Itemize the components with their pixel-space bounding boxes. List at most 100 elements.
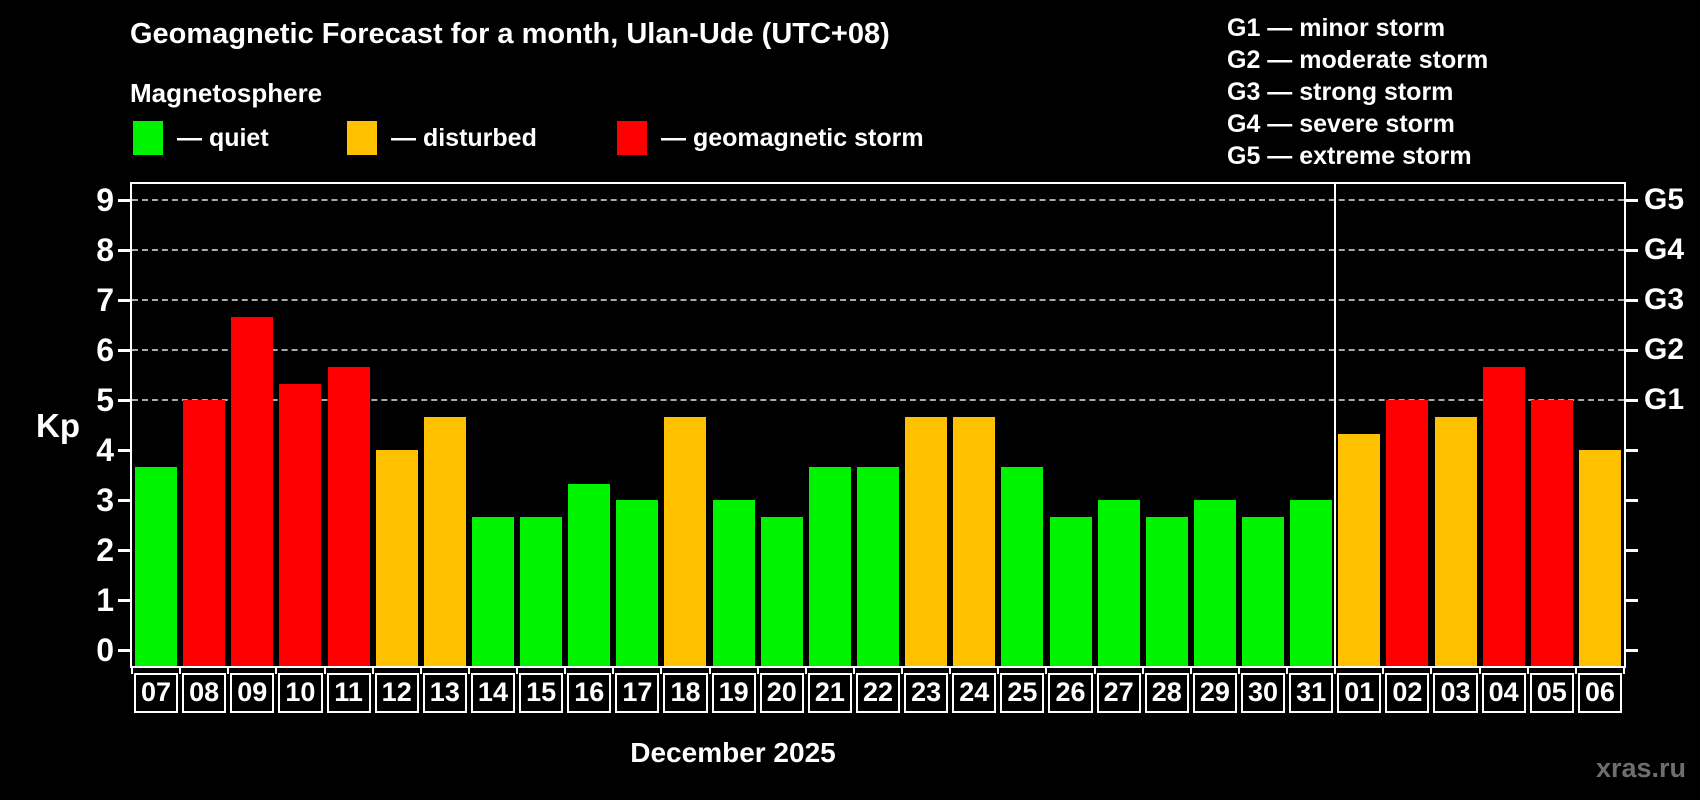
y-tick-label-7: 7 — [96, 282, 114, 318]
y-tick-label-0: 0 — [96, 632, 114, 668]
bar-day-08 — [183, 400, 226, 666]
date-label-22: 22 — [855, 673, 901, 713]
bar-day-07 — [135, 466, 178, 666]
bar-day-21 — [808, 466, 851, 666]
bar-day-26 — [1049, 516, 1092, 666]
right-axis-tick-1 — [1626, 599, 1638, 602]
date-label-28: 28 — [1144, 673, 1189, 713]
x-axis-tick — [708, 668, 711, 674]
bar-day-22 — [857, 466, 899, 666]
g-scale-axis-label-g1: G1 — [1644, 383, 1685, 416]
legend-item-quiet: — quiet — [133, 121, 269, 155]
bar-day-28 — [1145, 516, 1188, 666]
x-axis-tick — [371, 668, 374, 674]
bar-day-06 — [1578, 450, 1621, 666]
bar-day-11 — [327, 366, 370, 666]
storm-color-swatch — [617, 121, 647, 155]
x-axis-tick — [179, 668, 182, 674]
right-axis-tick-6 — [1626, 349, 1638, 352]
subtitle-magnetosphere: Magnetosphere — [130, 78, 323, 108]
x-axis-tick — [1430, 668, 1433, 674]
y-tick-label-4: 4 — [96, 432, 114, 468]
x-axis-tick — [227, 668, 230, 674]
x-axis-tick — [1093, 668, 1096, 674]
g-scale-axis-label-g3: G3 — [1644, 283, 1685, 316]
left-axis-tick-7 — [118, 299, 130, 302]
x-axis-tick — [1623, 668, 1625, 674]
date-label-19: 19 — [711, 673, 756, 713]
g-scale-line-g1: G1 — minor storm — [1227, 14, 1446, 42]
disturbed-color-swatch — [347, 121, 377, 155]
right-axis-tick-2 — [1626, 549, 1638, 552]
date-label-12: 12 — [374, 673, 419, 713]
left-axis-tick-0 — [118, 649, 130, 652]
date-label-11: 11 — [326, 673, 371, 713]
date-label-15: 15 — [519, 673, 564, 713]
watermark-xras-ru: xras.ru — [1595, 753, 1686, 783]
legend-item-disturbed: — disturbed — [347, 121, 537, 155]
x-axis-tick — [804, 668, 807, 674]
x-axis-tick — [131, 668, 133, 674]
y-tick-label-1: 1 — [96, 582, 114, 618]
right-axis-tick-7 — [1626, 299, 1638, 302]
x-axis-tick — [852, 668, 855, 674]
x-axis-tick — [1382, 668, 1385, 674]
right-axis-tick-4 — [1626, 449, 1638, 452]
y-tick-label-9: 9 — [96, 182, 114, 218]
bar-day-05 — [1530, 400, 1573, 666]
y-tick-label-2: 2 — [96, 532, 114, 568]
g-scale-line-g4: G4 — severe storm — [1227, 110, 1455, 138]
x-axis-tick — [1478, 668, 1481, 674]
x-axis-tick — [323, 668, 326, 674]
date-label-31: 31 — [1289, 673, 1334, 713]
gridline-kp9 — [132, 199, 1624, 201]
x-axis-tick — [949, 668, 952, 674]
date-label-21: 21 — [807, 673, 852, 713]
date-label-16: 16 — [567, 673, 612, 713]
left-axis-tick-9 — [118, 199, 130, 202]
date-label-06: 06 — [1577, 673, 1622, 713]
left-axis-tick-8 — [118, 249, 130, 252]
right-axis-tick-9 — [1626, 199, 1638, 202]
date-label-04: 04 — [1481, 673, 1526, 713]
x-axis-tick — [467, 668, 470, 674]
right-axis-tick-5 — [1626, 399, 1638, 402]
left-axis-tick-2 — [118, 549, 130, 552]
bar-day-19 — [712, 500, 755, 666]
date-label-05: 05 — [1529, 673, 1574, 713]
legend-label-quiet: — quiet — [177, 123, 269, 152]
bar-day-02 — [1386, 400, 1429, 666]
left-axis-tick-6 — [118, 349, 130, 352]
x-axis-tick — [660, 668, 663, 674]
left-axis-tick-1 — [118, 599, 130, 602]
x-axis-tick — [1286, 668, 1289, 674]
date-label-26: 26 — [1048, 673, 1093, 713]
date-label-17: 17 — [615, 673, 660, 713]
bar-day-09 — [231, 316, 274, 666]
x-axis-tick — [516, 668, 519, 674]
bar-day-30 — [1242, 516, 1285, 666]
y-tick-label-8: 8 — [96, 232, 114, 268]
date-label-13: 13 — [422, 673, 467, 713]
bar-day-31 — [1290, 500, 1333, 666]
date-label-08: 08 — [182, 673, 227, 713]
date-label-20: 20 — [759, 673, 804, 713]
date-label-02: 02 — [1385, 673, 1430, 713]
date-label-09: 09 — [230, 673, 275, 713]
gridline-kp7 — [132, 299, 1624, 301]
x-axis-tick — [1237, 668, 1240, 674]
month-caption: December 2025 — [630, 737, 836, 768]
g-scale-line-g3: G3 — strong storm — [1227, 78, 1454, 106]
bar-day-10 — [279, 383, 322, 666]
date-label-30: 30 — [1240, 673, 1286, 713]
bar-day-20 — [760, 516, 803, 666]
date-label-03: 03 — [1433, 673, 1478, 713]
right-axis-tick-8 — [1626, 249, 1638, 252]
bar-day-04 — [1482, 366, 1525, 666]
bar-day-17 — [616, 500, 659, 666]
x-axis-tick — [901, 668, 904, 674]
date-label-07: 07 — [134, 673, 179, 713]
date-label-10: 10 — [278, 673, 323, 713]
g-scale-axis-label-g4: G4 — [1644, 233, 1685, 266]
date-label-29: 29 — [1192, 673, 1237, 713]
